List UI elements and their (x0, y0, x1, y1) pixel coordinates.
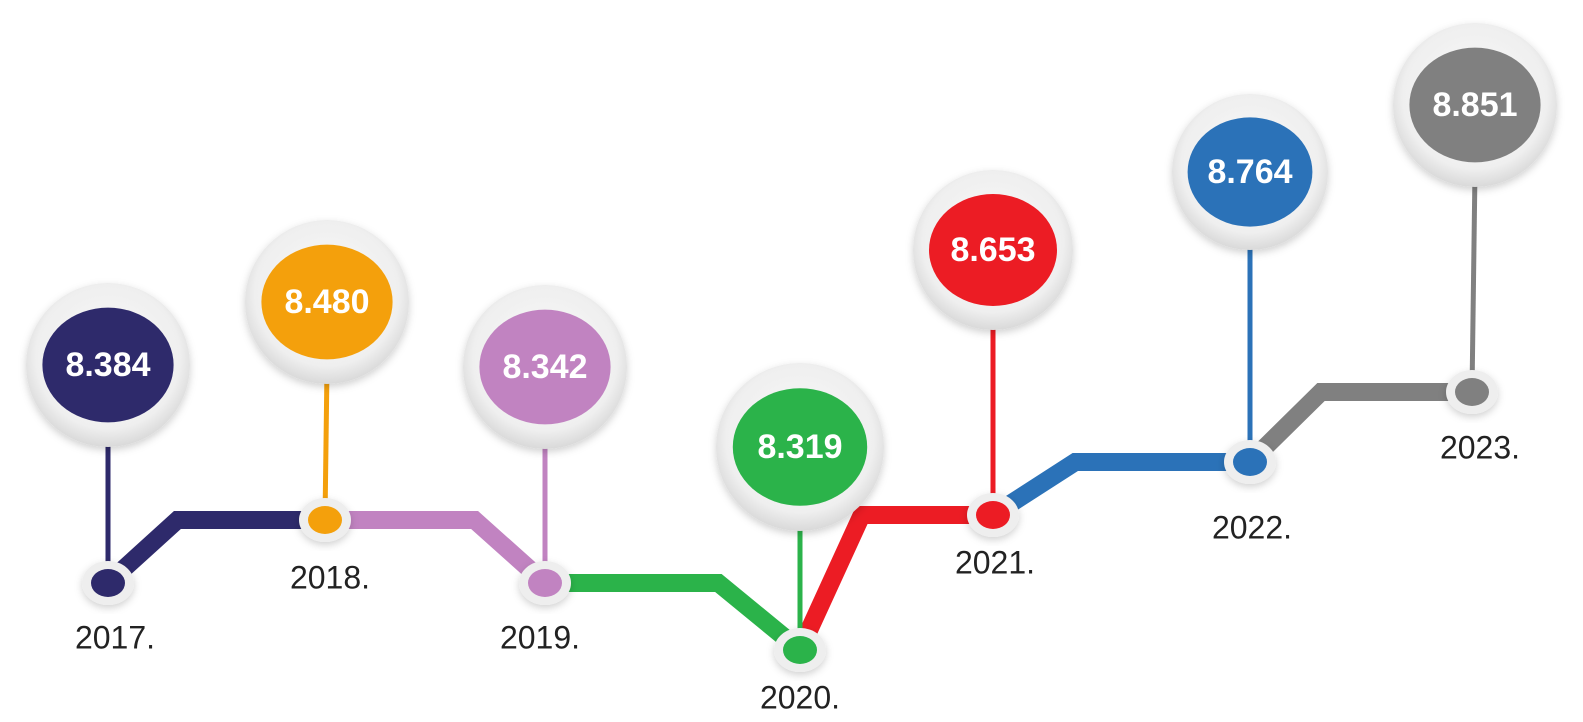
year-label: 2019. (500, 619, 580, 655)
connector (325, 511, 552, 590)
dot (1455, 378, 1489, 406)
bubble (929, 194, 1057, 306)
connector (101, 511, 325, 590)
bubble (42, 307, 174, 423)
value-label: 8.764 (1207, 153, 1292, 191)
connector (1243, 383, 1472, 469)
stem (322, 367, 330, 521)
year-label: 2022. (1212, 509, 1292, 545)
value-label: 8.319 (757, 428, 842, 466)
year-label: 2020. (760, 679, 840, 715)
dot (976, 501, 1010, 529)
value-label: 8.384 (65, 346, 150, 384)
year-label: 2023. (1440, 429, 1520, 465)
dot (528, 569, 562, 597)
value-label: 8.480 (284, 283, 369, 321)
connectors (101, 383, 1472, 657)
dot (308, 506, 342, 534)
bubble (1409, 47, 1541, 163)
bubble (261, 244, 393, 360)
dot (783, 636, 817, 664)
stem (1469, 170, 1478, 393)
value-label: 8.342 (502, 348, 587, 386)
value-label: 8.851 (1432, 86, 1517, 124)
connector (988, 453, 1250, 523)
bubble (479, 309, 611, 425)
value-label: 8.653 (950, 231, 1035, 269)
connector (545, 574, 806, 657)
dot (1233, 448, 1267, 476)
connector (791, 506, 993, 654)
bubble (732, 388, 868, 506)
bubble (1187, 117, 1313, 227)
year-label: 2018. (290, 559, 370, 595)
year-label: 2017. (75, 619, 155, 655)
dot (91, 569, 125, 597)
year-label: 2021. (955, 544, 1035, 580)
nodes: 8.384 2017. 8.480 2018. 8.342 2019. 8.319 2020.… (26, 23, 1557, 715)
